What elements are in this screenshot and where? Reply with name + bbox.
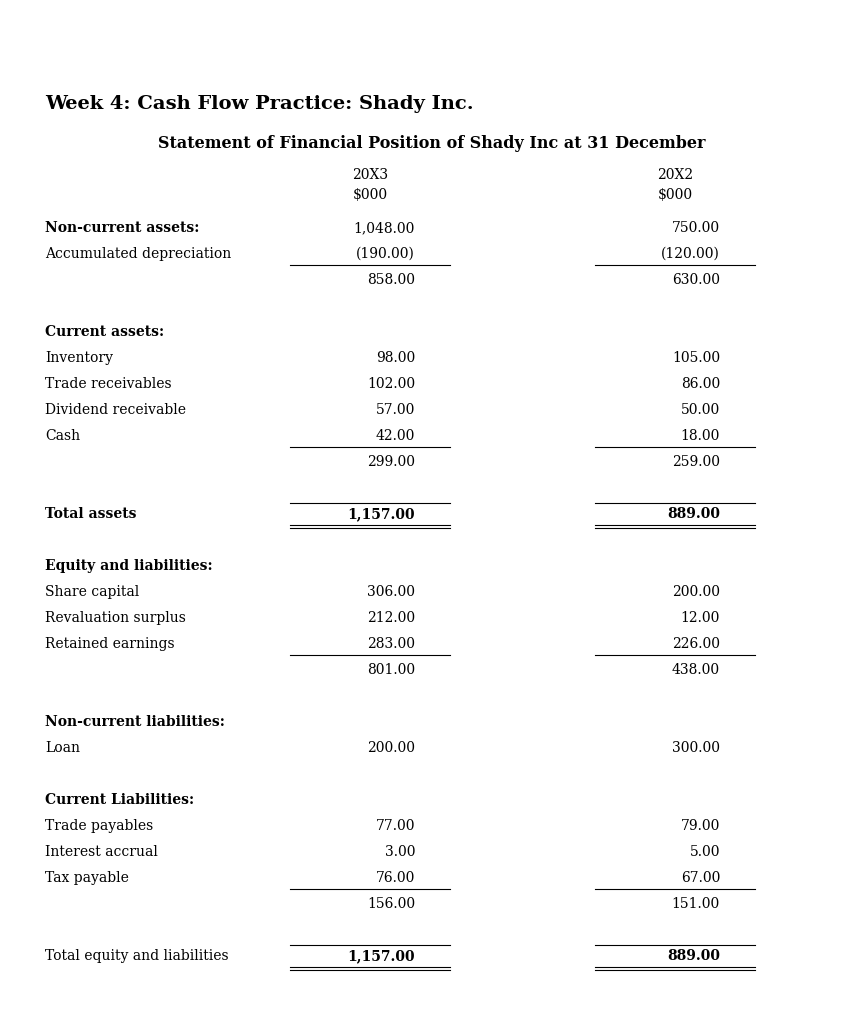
Text: Non-current liabilities:: Non-current liabilities: xyxy=(45,715,225,729)
Text: 5.00: 5.00 xyxy=(689,845,720,859)
Text: $000: $000 xyxy=(658,188,693,202)
Text: 76.00: 76.00 xyxy=(376,871,415,885)
Text: Total equity and liabilities: Total equity and liabilities xyxy=(45,949,229,963)
Text: Revaluation surplus: Revaluation surplus xyxy=(45,611,186,625)
Text: 12.00: 12.00 xyxy=(681,611,720,625)
Text: 67.00: 67.00 xyxy=(681,871,720,885)
Text: 306.00: 306.00 xyxy=(367,585,415,599)
Text: 98.00: 98.00 xyxy=(376,351,415,365)
Text: 750.00: 750.00 xyxy=(672,221,720,235)
Text: 57.00: 57.00 xyxy=(376,403,415,417)
Text: 226.00: 226.00 xyxy=(672,637,720,651)
Text: 259.00: 259.00 xyxy=(672,455,720,469)
Text: 200.00: 200.00 xyxy=(367,741,415,755)
Text: 889.00: 889.00 xyxy=(667,507,720,521)
Text: Cash: Cash xyxy=(45,429,80,443)
Text: 156.00: 156.00 xyxy=(367,897,415,911)
Text: 18.00: 18.00 xyxy=(681,429,720,443)
Text: Equity and liabilities:: Equity and liabilities: xyxy=(45,559,213,573)
Text: 438.00: 438.00 xyxy=(672,663,720,677)
Text: 20X3: 20X3 xyxy=(352,168,388,182)
Text: Statement of Financial Position of Shady Inc at 31 December: Statement of Financial Position of Shady… xyxy=(158,135,706,152)
Text: Dividend receivable: Dividend receivable xyxy=(45,403,186,417)
Text: 801.00: 801.00 xyxy=(367,663,415,677)
Text: Week 4: Cash Flow Practice: Shady Inc.: Week 4: Cash Flow Practice: Shady Inc. xyxy=(45,95,473,113)
Text: 300.00: 300.00 xyxy=(672,741,720,755)
Text: 630.00: 630.00 xyxy=(672,273,720,287)
Text: (190.00): (190.00) xyxy=(356,247,415,261)
Text: 1,157.00: 1,157.00 xyxy=(347,949,415,963)
Text: 42.00: 42.00 xyxy=(376,429,415,443)
Text: Loan: Loan xyxy=(45,741,80,755)
Text: 105.00: 105.00 xyxy=(672,351,720,365)
Text: 212.00: 212.00 xyxy=(367,611,415,625)
Text: $000: $000 xyxy=(353,188,388,202)
Text: Total assets: Total assets xyxy=(45,507,137,521)
Text: 20X2: 20X2 xyxy=(657,168,693,182)
Text: 79.00: 79.00 xyxy=(681,819,720,832)
Text: Share capital: Share capital xyxy=(45,585,139,599)
Text: 151.00: 151.00 xyxy=(671,897,720,911)
Text: Retained earnings: Retained earnings xyxy=(45,637,175,651)
Text: (120.00): (120.00) xyxy=(661,247,720,261)
Text: Interest accrual: Interest accrual xyxy=(45,845,158,859)
Text: 299.00: 299.00 xyxy=(367,455,415,469)
Text: Inventory: Inventory xyxy=(45,351,113,365)
Text: 283.00: 283.00 xyxy=(367,637,415,651)
Text: Tax payable: Tax payable xyxy=(45,871,129,885)
Text: 86.00: 86.00 xyxy=(681,377,720,391)
Text: Current assets:: Current assets: xyxy=(45,325,164,339)
Text: Trade receivables: Trade receivables xyxy=(45,377,172,391)
Text: Non-current assets:: Non-current assets: xyxy=(45,221,200,235)
Text: 3.00: 3.00 xyxy=(384,845,415,859)
Text: Trade payables: Trade payables xyxy=(45,819,153,832)
Text: 77.00: 77.00 xyxy=(376,819,415,832)
Text: 50.00: 50.00 xyxy=(681,403,720,417)
Text: 1,048.00: 1,048.00 xyxy=(353,221,415,235)
Text: 102.00: 102.00 xyxy=(367,377,415,391)
Text: 889.00: 889.00 xyxy=(667,949,720,963)
Text: Accumulated depreciation: Accumulated depreciation xyxy=(45,247,232,261)
Text: 858.00: 858.00 xyxy=(367,273,415,287)
Text: 200.00: 200.00 xyxy=(672,585,720,599)
Text: Current Liabilities:: Current Liabilities: xyxy=(45,793,194,807)
Text: 1,157.00: 1,157.00 xyxy=(347,507,415,521)
